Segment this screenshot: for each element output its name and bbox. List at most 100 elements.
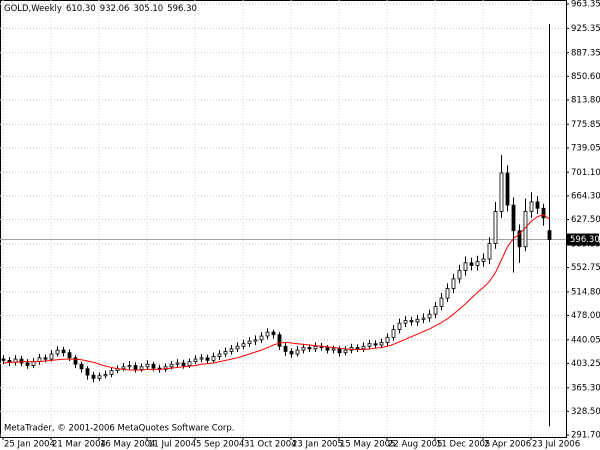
candle-body [271, 331, 276, 336]
x-tick-label: 31 Oct 2004 [244, 440, 297, 450]
candle-body [541, 207, 546, 219]
y-tick-label: 514.80 [571, 287, 600, 297]
candle-body [409, 320, 414, 323]
footer: MetaTrader, © 2001-2006 MetaQuotes Softw… [4, 424, 234, 434]
y-tick-label: 365.30 [571, 383, 600, 393]
x-tick-label: 16 May 2004 [100, 440, 155, 450]
candle-body [361, 345, 366, 350]
candle-body [253, 339, 258, 342]
candle-body [169, 363, 174, 368]
candle-body [391, 329, 396, 338]
y-tick-label: 963.35 [571, 0, 600, 10]
y-tick-label: 627.50 [571, 215, 600, 225]
header: GOLD,Weekly 610.30 932.06 305.10 596.30 [4, 4, 197, 14]
candle-body [73, 357, 78, 365]
candle-body [313, 345, 318, 350]
candle-body [403, 320, 408, 324]
header-value: 305.10 [133, 4, 163, 14]
candle-body [91, 374, 96, 379]
candle-body [397, 322, 402, 330]
y-tick-label: 813.80 [571, 95, 600, 105]
candle-body [49, 353, 54, 360]
candle-body [451, 278, 456, 289]
candle-body [421, 317, 426, 320]
candle-body [145, 363, 150, 368]
candle-body [439, 297, 444, 307]
candle-body [301, 347, 306, 351]
candle-body [529, 201, 534, 212]
y-tick-label: 440.05 [571, 335, 600, 345]
candle-body [217, 353, 222, 357]
plot-frame [0, 0, 567, 438]
candle-body [61, 349, 66, 354]
y-tick-label: 701.10 [571, 168, 600, 178]
candle-body [103, 374, 108, 377]
y-tick-label: 291.70 [571, 431, 600, 441]
candle-body [517, 230, 522, 248]
candle-body [325, 347, 330, 351]
y-tick-label: 552.75 [571, 263, 600, 273]
candle-body [181, 362, 186, 366]
candle-body [535, 201, 540, 209]
candle-body [265, 331, 270, 337]
y-tick-label: 775.85 [571, 120, 600, 130]
candle-body [205, 357, 210, 361]
x-tick-label: 2 Apr 2006 [484, 440, 531, 450]
price-badge-label: 596.30 [570, 235, 600, 245]
candle-body [373, 343, 378, 346]
candle-body [31, 361, 36, 366]
candle-body [1, 358, 6, 361]
candle-body [133, 365, 138, 370]
candle-body [193, 358, 198, 363]
y-tick-label: 403.25 [571, 359, 600, 369]
y-tick-label: 925.35 [571, 24, 600, 34]
candle-body [187, 361, 192, 366]
y-tick-label: 478.00 [571, 311, 600, 321]
candle-body [505, 172, 510, 206]
candle-body [427, 313, 432, 319]
marks [1, 24, 552, 427]
candle-body [199, 357, 204, 360]
candle-body [463, 262, 468, 271]
candle-body [547, 230, 552, 240]
candle-body [511, 204, 516, 232]
candle-body [277, 334, 282, 347]
candle-body [247, 340, 252, 345]
candle-body [259, 335, 264, 341]
x-tick-label: 23 Jul 2006 [532, 440, 580, 450]
x-tick-label: 11 Jul 2004 [148, 440, 196, 450]
candle-body [331, 348, 336, 351]
overlay: 596.30 GOLD,Weekly 610.30 932.06 305.10 596.3… [4, 4, 600, 434]
candle-body [283, 345, 288, 352]
candle-body [151, 363, 156, 369]
candle-body [229, 348, 234, 352]
y-tick-label: 887.35 [571, 48, 600, 58]
x-tick-label: 25 Jan 2004 [4, 440, 55, 450]
candle-body [457, 270, 462, 280]
candle-body [79, 363, 84, 370]
y-tick-label: 664.30 [571, 191, 600, 201]
candle-body [211, 356, 216, 361]
candle-body [295, 349, 300, 355]
candle-body [475, 261, 480, 266]
y-tick-label: 328.50 [571, 407, 600, 417]
candle-body [109, 370, 114, 375]
header-value: 932.06 [100, 4, 130, 14]
y-tick-label: 739.05 [571, 143, 600, 153]
candle-body [493, 211, 498, 244]
candle-body [481, 258, 486, 262]
x-tick-label: 23 Jan 2005 [292, 440, 343, 450]
candle-body [55, 349, 60, 355]
candle-body [85, 368, 90, 376]
candle-body [25, 362, 30, 366]
header-value: 596.30 [167, 4, 197, 14]
candle-body [385, 336, 390, 343]
candle-body [445, 288, 450, 299]
candle-body [289, 350, 294, 355]
candle-body [355, 347, 360, 350]
candle-body [139, 366, 144, 370]
candle-body [127, 365, 132, 368]
candle-body [433, 306, 438, 315]
candle-body [487, 243, 492, 260]
